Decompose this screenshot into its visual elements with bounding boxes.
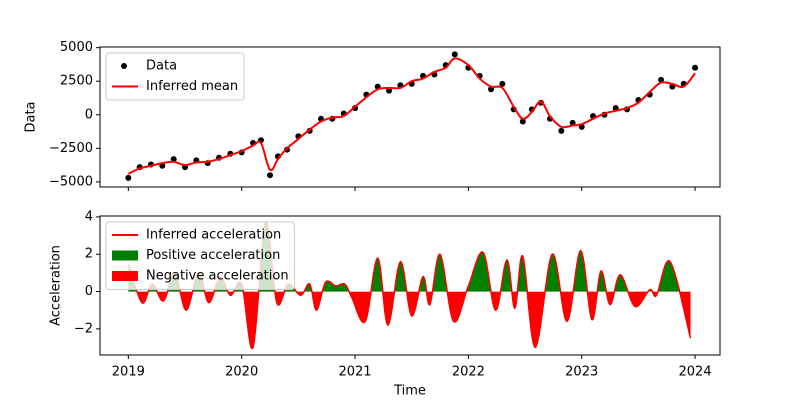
y-tick-label: 0 — [85, 107, 93, 122]
y-tick-label: −5000 — [49, 174, 93, 189]
axes-frame — [99, 46, 721, 188]
legend-frame — [105, 221, 296, 290]
y-tick-label: 0 — [85, 284, 93, 299]
data-point — [267, 172, 274, 179]
panel: 2019 2020 2021 2022 2023 2024 4 2 0 −2 Acceleratio… — [49, 209, 721, 399]
x-tick-label: 2022 — [452, 365, 485, 380]
x-tick-label: 2019 — [112, 365, 145, 380]
legend: Inferred acceleration Positive accelerati… — [105, 221, 296, 290]
data-point — [170, 156, 177, 163]
x-tick-label: 2024 — [679, 365, 712, 380]
panel: 5000 2500 0 −2500 −5000 Data Data Inferred mean — [24, 40, 721, 191]
legend-label: Negative acceleration — [146, 269, 289, 284]
data-point — [569, 119, 576, 126]
y-tick-label: −2500 — [49, 141, 93, 156]
data-point — [386, 87, 393, 94]
data-point — [499, 80, 506, 87]
data-point — [519, 118, 526, 125]
y-tick-label: −2 — [74, 321, 93, 336]
x-axis-label: Time — [393, 384, 426, 399]
legend-frame — [105, 52, 245, 101]
legend: Data Inferred mean — [105, 52, 245, 101]
legend-label: Inferred mean — [146, 79, 238, 94]
data-point — [451, 51, 458, 58]
x-tick-label: 2021 — [338, 365, 371, 380]
data-point — [125, 174, 132, 181]
data-point — [558, 127, 565, 134]
y-axis-label: Acceleration — [49, 245, 64, 326]
legend-label: Data — [146, 59, 177, 74]
axes-frame — [99, 215, 721, 356]
y-tick-label: 5000 — [60, 40, 93, 55]
legend-marker — [121, 63, 127, 69]
legend-label: Inferred acceleration — [146, 228, 281, 243]
x-tick-label: 2023 — [565, 365, 598, 380]
y-tick-label: 4 — [85, 209, 93, 224]
y-tick-label: 2 — [85, 247, 93, 262]
x-tick-label: 2020 — [225, 365, 258, 380]
legend-label: Positive acceleration — [146, 248, 280, 263]
mean-line — [127, 57, 696, 175]
negative-fill — [128, 291, 691, 349]
legend-patch — [112, 271, 138, 281]
legend-patch — [112, 250, 138, 261]
plot-area — [125, 51, 699, 181]
data-point — [692, 64, 699, 71]
y-axis-label: Data — [24, 101, 39, 132]
y-tick-label: 2500 — [60, 74, 93, 89]
